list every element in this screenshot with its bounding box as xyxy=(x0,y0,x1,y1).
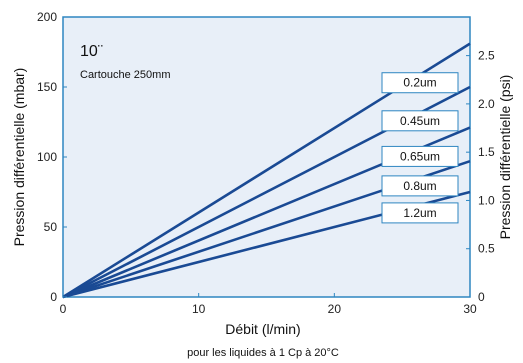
y2-tick-label: 2.0 xyxy=(478,97,495,111)
series-label-box xyxy=(381,145,459,167)
y2-tick-label: 2.5 xyxy=(478,49,495,63)
series-label-1-2um: 1.2um xyxy=(381,202,459,224)
chart-note: pour les liquides à 1 Cp à 20°C xyxy=(187,347,339,359)
y2-tick-label: 1.5 xyxy=(478,145,495,159)
cartridge-size-annotation: 10¨ xyxy=(80,43,103,60)
y-tick-label: 0 xyxy=(50,290,57,304)
series-label-0-65um: 0.65um xyxy=(381,145,459,167)
y-tick-label: 50 xyxy=(44,220,58,234)
y2-axis-label: Pression différentielle (psi) xyxy=(497,75,513,240)
cartridge-length-annotation: Cartouche 250mm xyxy=(80,69,171,81)
series-label-text: 0.65um xyxy=(400,149,440,163)
y-tick-label: 150 xyxy=(37,80,57,94)
x-axis-label: Débit (l/min) xyxy=(225,321,300,337)
x-tick-label: 10 xyxy=(192,302,206,316)
x-tick-label: 20 xyxy=(328,302,342,316)
series-label-0-2um: 0.2um xyxy=(381,72,459,94)
y2-tick-label: 0.5 xyxy=(478,242,495,256)
series-label-box xyxy=(381,202,459,224)
y2-tick-label: 0 xyxy=(478,290,485,304)
series-label-text: 0.8um xyxy=(403,179,436,193)
x-tick-label: 30 xyxy=(463,302,477,316)
x-axis-ticks: 0 10 20 30 xyxy=(60,293,477,316)
series-label-text: 1.2um xyxy=(403,206,436,220)
series-label-box xyxy=(381,110,459,132)
series-label-text: 0.45um xyxy=(400,114,440,128)
series-label-0-8um: 0.8um xyxy=(381,175,459,197)
series-label-text: 0.2um xyxy=(403,76,436,90)
series-label-0-45um: 0.45um xyxy=(381,110,459,132)
series-label-box xyxy=(381,175,459,197)
series-label-box xyxy=(381,72,459,94)
y-tick-label: 100 xyxy=(37,150,57,164)
y2-tick-label: 1.0 xyxy=(478,193,495,207)
y2-axis-ticks: 0 0.5 1.0 1.5 2.0 2.5 xyxy=(466,49,495,304)
y-axis-label: Pression différentielle (mbar) xyxy=(11,68,27,247)
x-tick-label: 0 xyxy=(60,302,67,316)
series-labels: 0.2um 0.45um 0.65um 0.8um 1.2um xyxy=(381,72,459,224)
y-tick-label: 200 xyxy=(37,10,57,24)
y-axis-ticks: 0 50 100 150 200 xyxy=(37,10,67,304)
